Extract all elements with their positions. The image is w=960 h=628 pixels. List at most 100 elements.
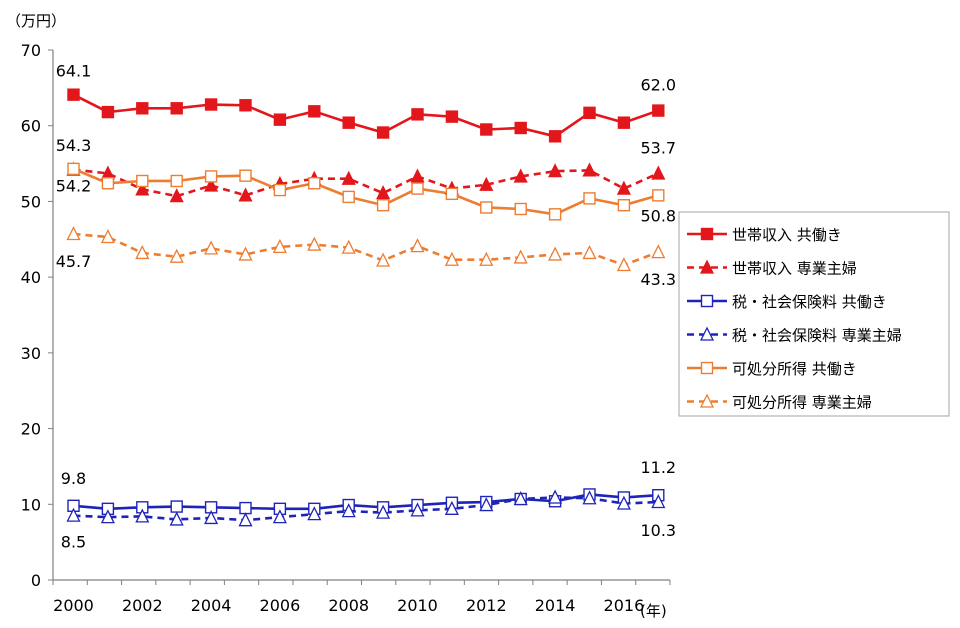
series-4-point [445,187,459,201]
series-5-point [169,248,184,263]
legend-label: 世帯収入 共働き [732,226,842,244]
series-3-point [616,495,631,510]
x-tick-label: 2016 [604,596,645,615]
series-5-point [307,236,322,251]
legend-marker [700,227,714,241]
series-0-point [652,104,665,117]
axes [52,50,670,581]
series-0-point [514,121,527,135]
data-label: 45.7 [56,252,92,271]
series-3-point [410,502,425,517]
series-0-point [445,110,459,123]
legend-label: 可処分所得 共働き [732,360,857,378]
series-0-point [548,130,562,143]
series-1-point [135,181,150,196]
y-tick-label: 70 [21,41,41,60]
data-label: 62.0 [640,76,676,95]
series-5-point [616,257,631,272]
y-tick-label: 60 [21,117,41,136]
series-4-point [136,174,149,188]
legend-label: 可処分所得 専業主婦 [732,394,872,412]
series-5-point [479,251,494,266]
data-label: 54.3 [56,136,92,155]
series-4-point [239,169,252,182]
series-3-point [479,497,494,512]
series-5-point [238,246,253,261]
series-4-point [376,199,390,212]
series-5-point [582,244,597,260]
series-3-point [444,500,459,515]
series-1-point [616,180,631,195]
series-0-point [101,105,115,119]
series-0-point [342,116,355,129]
series-4-point [548,208,562,221]
series-3-point [204,509,219,525]
series-3-point [341,503,356,518]
series-3-point [272,509,287,524]
y-tick-label: 0 [31,571,41,590]
series-line-0 [72,93,659,138]
series-5-point [410,238,425,253]
data-label: 64.1 [56,62,92,81]
series-5-point [376,252,391,267]
series-4-point [617,199,631,212]
y-unit-label: （万円） [6,12,66,30]
series-5-point [651,244,666,259]
series-5-point [135,244,150,260]
legend-item: 可処分所得 専業主婦 [687,394,872,412]
series-4-point [170,174,183,188]
series-3-point [582,490,597,505]
legend-label: 世帯収入 専業主婦 [732,260,857,278]
legend-item: 税・社会保険料 専業主婦 [687,327,902,345]
series-1-point [513,168,528,183]
legend-label: 税・社会保険料 共働き [732,293,887,311]
y-tick-label: 20 [21,420,41,439]
series-5-point [513,249,528,264]
series-3-point [513,491,528,506]
series-1-point [410,168,425,183]
series-3-point [376,504,391,519]
series-line-3 [73,496,659,522]
series-0-point [376,126,390,139]
data-label: 54.2 [56,177,92,196]
series-2-point [170,500,183,513]
data-label: 11.2 [640,458,676,477]
series-5-point [548,246,563,261]
series-3-point [66,507,81,522]
legend-item: 世帯収入 専業主婦 [687,260,857,278]
series-line-5 [73,232,659,267]
x-tick-label: 2004 [191,596,232,615]
data-label: 50.8 [640,206,676,225]
data-label: 53.7 [640,138,676,157]
legend-item: 税・社会保険料 共働き [687,293,887,311]
x-unit-label: (年) [640,602,667,620]
series-4-point [273,183,287,197]
series-3-point [307,506,322,521]
series-0-point [239,99,252,112]
legend-marker [700,294,714,308]
data-label: 8.5 [61,533,86,552]
x-tick-label: 2000 [53,596,94,615]
series-4-point [514,202,527,216]
series-2-point [239,501,252,515]
series-lines [72,93,659,522]
x-tick-label: 2006 [260,596,301,615]
series-4-point [101,177,115,190]
data-label: 9.8 [61,469,86,488]
series-1-point [582,162,597,177]
series-1-point [376,185,391,200]
series-1-point [169,188,184,203]
series-3-point [548,489,563,504]
series-4-point [411,182,424,195]
legend-box [678,211,950,417]
y-tick-label: 30 [21,344,41,363]
series-1-point [479,176,494,191]
series-3-point [169,511,184,526]
series-1-point [548,163,563,178]
series-0-point [411,108,424,121]
series-markers [66,88,666,527]
series-5-point [341,239,356,254]
series-4-point [342,190,355,204]
